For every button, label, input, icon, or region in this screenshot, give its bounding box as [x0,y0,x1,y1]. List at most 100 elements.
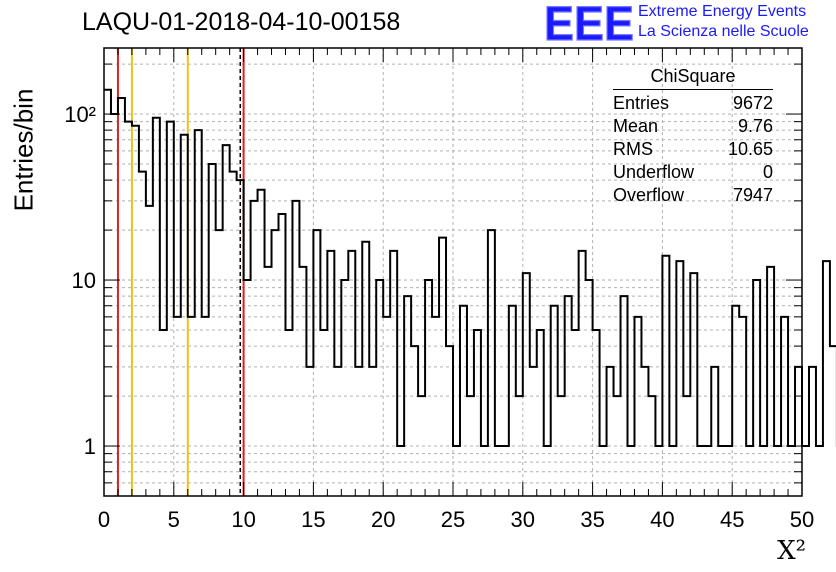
stats-rows: Entries 9672 Mean 9.76 RMS 10.65 Underflow 0 Ove… [613,92,773,207]
histogram-bin [816,446,823,496]
histogram-bin [292,201,299,496]
histogram-outline [104,88,836,448]
histogram-bin [830,346,836,496]
x-tick-label: 45 [720,507,744,532]
y-tick-label: 10² [64,102,96,127]
histogram-bin [167,122,174,496]
histogram-bin [111,114,118,496]
x-tick-label: 50 [790,507,814,532]
histogram-bin [251,201,258,496]
x-tick-label: 15 [301,507,325,532]
histogram-bin [537,330,544,496]
stats-title: ChiSquare [613,66,773,90]
x-tick-label: 35 [580,507,604,532]
stats-row: Entries 9672 [613,92,773,115]
histogram-bin [711,367,718,496]
stats-label: Entries [613,93,670,113]
histogram-bin [432,317,439,496]
histogram-bin [586,280,593,496]
eee-logo: EEE [543,0,634,46]
y-tick-label: 1 [84,434,96,459]
histogram-bin [607,367,614,496]
histogram-bin [809,367,816,496]
stats-value: 7947 [732,185,773,205]
histogram-bin [216,230,223,496]
stats-label: RMS [613,139,653,159]
histogram-bin [446,346,453,496]
y-tick-label: 10 [72,268,96,293]
histogram-bin [223,145,230,496]
histogram-bin [530,367,537,496]
histogram-bin [488,230,495,496]
x-tick-label: 20 [371,507,395,532]
stats-row: RMS 10.65 [613,138,773,161]
stats-row: Mean 9.76 [613,115,773,138]
histogram-bin [272,230,279,496]
histogram-bin [132,126,139,496]
histogram-bin [425,280,432,496]
x-tick-label: 5 [168,507,180,532]
histogram-bin [781,317,788,496]
stats-value: 9.76 [737,116,773,136]
histogram-bin [341,280,348,496]
x-tick-label: 30 [511,507,535,532]
axis-ticks: 0 5 10 15 20 25 30 35 40 45 50 1 10 10² [64,48,814,532]
histogram-bin [551,306,558,496]
histogram-bin [181,135,188,496]
histogram-bin [320,330,327,496]
logo-line-1: Extreme Energy Events [638,3,807,20]
histogram-bin [411,346,418,496]
histogram-bin [118,98,125,496]
histogram-bin [753,280,760,496]
histogram-bin [802,446,809,496]
histogram-bin [795,367,802,496]
histogram-bin [139,172,146,496]
histogram-bin [383,317,390,496]
stats-label: Underflow [613,162,695,182]
stats-value: 0 [762,162,773,182]
histogram-bin [195,130,202,496]
histogram-bin [369,367,376,496]
histogram-bin [306,367,313,496]
histogram-bin [376,280,383,496]
histogram-bin [572,330,579,496]
stats-label: Overflow [613,185,685,205]
x-tick-label: 25 [441,507,465,532]
histogram-bin [188,317,195,496]
histogram-bin [230,172,237,496]
x-axis-label: X² [777,536,806,566]
logo-caption: Extreme Energy Events La Scienza nelle S… [638,2,809,42]
histogram-bin [509,306,516,496]
histogram-bin [334,367,341,496]
histogram [104,88,836,496]
histogram-bin [732,306,739,496]
histogram-bin [244,280,251,496]
chart-title: LAQU-01-2018-04-10-00158 [82,8,401,36]
histogram-bin [662,256,669,496]
histogram-bin [593,330,600,496]
stats-value: 9672 [732,93,773,113]
histogram-bin [285,330,292,496]
stats-label: Mean [613,116,659,136]
histogram-bin [125,122,132,496]
histogram-bin [823,261,830,496]
histogram-bin [460,306,467,496]
histogram-bin [474,330,481,496]
logo-line-2: La Scienza nelle Scuole [638,23,809,40]
stats-row: Underflow 0 [613,161,773,184]
stats-box: ChiSquare Entries 9672 Mean 9.76 RMS 10.65 Und… [613,66,773,207]
histogram-bin [146,206,153,496]
histogram-bin [202,317,209,496]
histogram-bin [355,367,362,496]
histogram-bin [313,230,320,496]
histogram-bin [174,317,181,496]
histogram-bin [634,317,641,496]
stats-value: 10.65 [727,139,773,159]
x-tick-label: 10 [231,507,255,532]
histogram-bin [153,118,160,496]
histogram-bin [641,367,648,496]
x-tick-label: 40 [650,507,674,532]
stats-row: Overflow 7947 [613,184,773,207]
histogram-bin [160,330,167,496]
